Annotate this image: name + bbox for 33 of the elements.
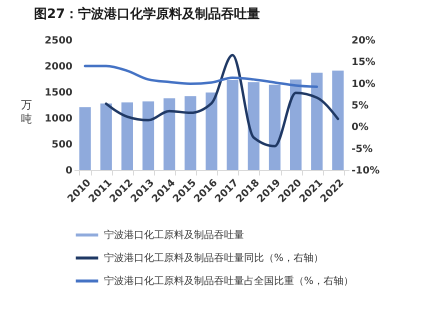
legend-label: 宁波港口化工原料及制品吞吐量占全国比重（%，右轴） <box>104 275 354 287</box>
bar <box>332 70 344 170</box>
line-series <box>84 64 318 88</box>
bar <box>164 98 176 170</box>
y2-tick-label: 5% <box>352 100 368 112</box>
bar <box>206 92 218 170</box>
line-series <box>104 54 340 148</box>
bar <box>268 84 281 170</box>
y-tick-label: 2500 <box>44 36 73 46</box>
bar <box>290 80 302 170</box>
y2-tick-label: 15% <box>352 57 376 68</box>
bar <box>142 101 154 170</box>
y-tick-label: 500 <box>52 140 73 150</box>
y-axis-title: 万吨 <box>21 98 32 126</box>
y-tick-label: 0 <box>66 166 73 176</box>
bar <box>226 80 238 170</box>
bar <box>100 103 112 170</box>
y-tick-label: 1000 <box>44 114 73 124</box>
bar <box>79 107 91 170</box>
y2-tick-label: 20% <box>352 36 376 46</box>
y-tick-label: 1500 <box>44 88 73 98</box>
bar <box>311 72 323 170</box>
y2-tick-label: -10% <box>352 166 380 176</box>
chart-title: 图27：宁波港口化学原料及制品吞吐量 <box>34 6 260 22</box>
bar <box>248 82 260 170</box>
y2-tick-label: -5% <box>352 144 373 155</box>
bar <box>121 102 134 170</box>
legend-label: 宁波港口化工原料及制品吞吐量同比（%，右轴） <box>104 252 324 264</box>
y2-tick-label: 0% <box>352 122 368 134</box>
bar <box>184 96 196 170</box>
y-tick-label: 2000 <box>44 62 73 72</box>
legend-label: 宁波港口化工原料及制品吞吐量 <box>104 229 244 241</box>
y2-tick-label: 10% <box>352 78 376 90</box>
